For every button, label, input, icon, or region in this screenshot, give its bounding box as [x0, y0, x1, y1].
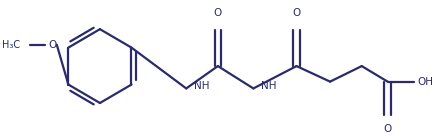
- Text: O: O: [292, 8, 300, 18]
- Text: NH: NH: [194, 81, 209, 91]
- Text: H₃C: H₃C: [2, 40, 20, 50]
- Text: OH: OH: [416, 77, 432, 87]
- Text: NH: NH: [260, 81, 276, 91]
- Text: O: O: [213, 8, 221, 18]
- Text: O: O: [383, 124, 391, 134]
- Text: O: O: [49, 40, 57, 50]
